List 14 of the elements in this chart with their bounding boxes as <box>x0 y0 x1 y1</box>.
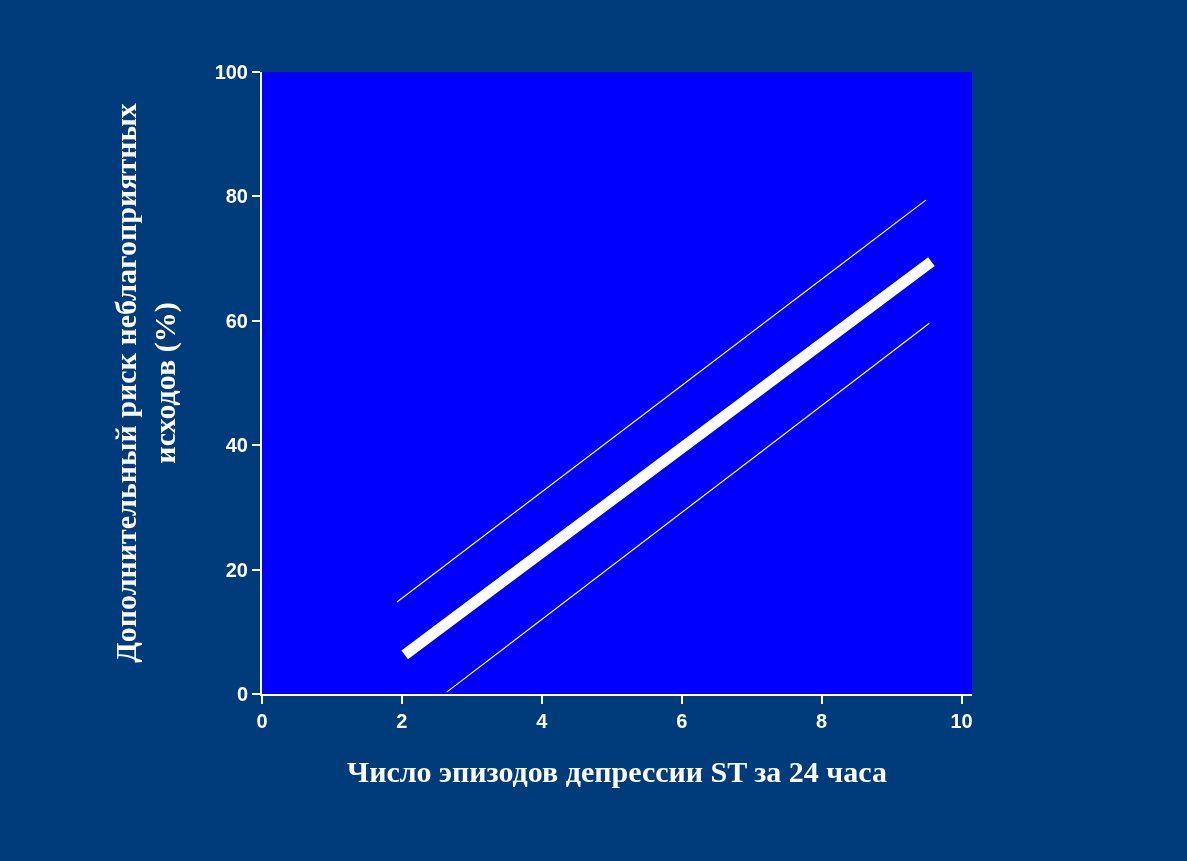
y-tick-label: 80 <box>225 185 248 208</box>
y-tick-label: 0 <box>236 683 248 705</box>
x-axis-title: Число эпизодов депрессии ST за 24 часа <box>347 755 887 788</box>
y-tick-label: 40 <box>225 434 248 457</box>
x-tick-label: 10 <box>950 710 973 732</box>
x-tick-label: 4 <box>536 710 549 732</box>
y-tick-label: 100 <box>214 61 248 83</box>
x-tick-label: 8 <box>816 710 828 732</box>
y-tick-label: 20 <box>225 558 248 581</box>
y-tick-label: 60 <box>225 309 248 332</box>
x-tick-label: 0 <box>256 710 268 732</box>
x-tick-label: 2 <box>396 710 408 732</box>
x-tick-label: 6 <box>676 710 688 732</box>
y-axis-title: Дополнительный риск неблагоприятных исходов (%) <box>109 103 183 663</box>
